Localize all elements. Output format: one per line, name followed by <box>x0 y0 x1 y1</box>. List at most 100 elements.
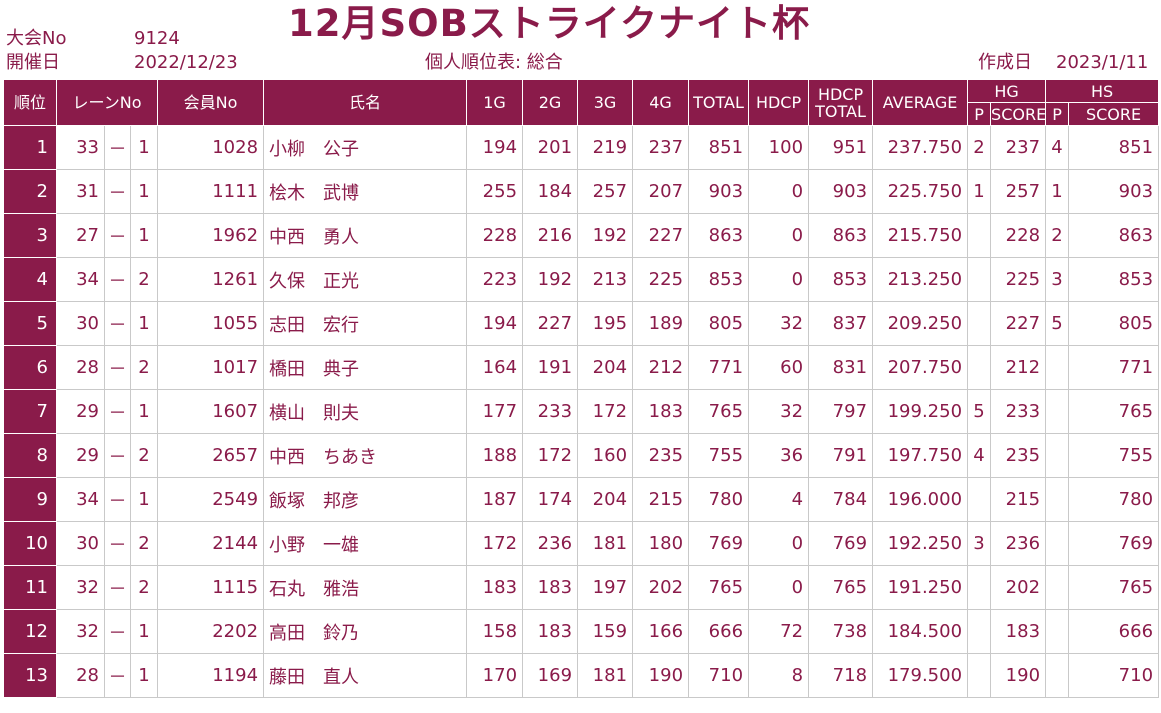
game4-cell: 225 <box>632 257 690 302</box>
average-cell: 192.250 <box>872 521 969 566</box>
hdcp-cell: 4 <box>748 477 810 522</box>
col-hs-score: SCORE <box>1068 102 1160 126</box>
hs-place-cell <box>1045 653 1070 698</box>
hdcp-cell: 8 <box>748 653 810 698</box>
col-game3: 3G <box>577 79 634 126</box>
player-name-cell: 久保 正光 <box>263 257 468 302</box>
lane-cell: 33 <box>56 125 105 170</box>
total-cell: 851 <box>688 125 750 170</box>
col-average: AVERAGE <box>872 79 969 126</box>
player-name-cell: 志田 宏行 <box>263 301 468 346</box>
total-cell: 666 <box>688 609 750 654</box>
hs-place-cell: 2 <box>1045 213 1070 258</box>
game2-cell: 233 <box>522 389 579 434</box>
game3-cell: 195 <box>577 301 634 346</box>
created-date-label: 作成日 <box>978 52 1032 73</box>
game3-cell: 204 <box>577 345 634 390</box>
hg-place-cell <box>967 301 992 346</box>
hg-place-cell <box>967 257 992 302</box>
hs-score-cell: 710 <box>1068 653 1160 698</box>
hg-place-cell: 5 <box>967 389 992 434</box>
player-name-cell: 高田 鈴乃 <box>263 609 468 654</box>
tournament-no-value: 9124 <box>134 28 180 49</box>
average-cell: 237.750 <box>872 125 969 170</box>
lane-dash: － <box>104 477 131 522</box>
lane-cell: 28 <box>56 345 105 390</box>
hs-place-cell <box>1045 521 1070 566</box>
lane-cell: 29 <box>56 389 105 434</box>
member-no-cell: 1111 <box>157 169 265 214</box>
lane-dash: － <box>104 213 131 258</box>
average-cell: 196.000 <box>872 477 969 522</box>
player-name-cell: 橋田 典子 <box>263 345 468 390</box>
hg-place-cell <box>967 609 992 654</box>
hg-place-cell <box>967 565 992 610</box>
game4-cell: 190 <box>632 653 690 698</box>
hg-score-cell: 227 <box>990 301 1047 346</box>
average-cell: 209.250 <box>872 301 969 346</box>
col-hg-p: P <box>967 102 992 126</box>
lane-dash: － <box>104 301 131 346</box>
total-cell: 771 <box>688 345 750 390</box>
table-row: 12 32 － 1 2202 高田 鈴乃 158 183 159 166 666 72 738 184.5… <box>3 609 1160 654</box>
lane-sub-cell: 2 <box>129 565 159 610</box>
lane-sub-cell: 2 <box>129 433 159 478</box>
hs-place-cell <box>1045 345 1070 390</box>
lane-dash: － <box>104 257 131 302</box>
rank-cell: 13 <box>3 653 57 698</box>
hg-score-cell: 225 <box>990 257 1047 302</box>
col-game4: 4G <box>632 79 690 126</box>
average-cell: 207.750 <box>872 345 969 390</box>
average-cell: 191.250 <box>872 565 969 610</box>
hs-place-cell <box>1045 389 1070 434</box>
hdcp-cell: 0 <box>748 521 810 566</box>
hdcp-cell: 0 <box>748 213 810 258</box>
lane-cell: 27 <box>56 213 105 258</box>
member-no-cell: 1115 <box>157 565 265 610</box>
game2-cell: 191 <box>522 345 579 390</box>
col-hg: HG <box>967 79 1047 103</box>
member-no-cell: 1017 <box>157 345 265 390</box>
rank-cell: 1 <box>3 125 57 170</box>
hs-place-cell <box>1045 609 1070 654</box>
game3-cell: 160 <box>577 433 634 478</box>
lane-sub-cell: 1 <box>129 169 159 214</box>
hdcp-total-cell: 765 <box>808 565 874 610</box>
game3-cell: 192 <box>577 213 634 258</box>
player-name-cell: 藤田 直人 <box>263 653 468 698</box>
total-cell: 765 <box>688 389 750 434</box>
game3-cell: 159 <box>577 609 634 654</box>
lane-cell: 30 <box>56 301 105 346</box>
hs-score-cell: 805 <box>1068 301 1160 346</box>
average-cell: 197.750 <box>872 433 969 478</box>
created-date-value: 2023/1/11 <box>1056 52 1149 73</box>
lane-dash: － <box>104 653 131 698</box>
hg-place-cell: 1 <box>967 169 992 214</box>
member-no-cell: 2657 <box>157 433 265 478</box>
rank-cell: 6 <box>3 345 57 390</box>
member-no-cell: 1055 <box>157 301 265 346</box>
hs-score-cell: 863 <box>1068 213 1160 258</box>
member-no-cell: 2144 <box>157 521 265 566</box>
tournament-no-label: 大会No <box>6 28 67 49</box>
game1-cell: 172 <box>466 521 524 566</box>
lane-dash: － <box>104 125 131 170</box>
lane-sub-cell: 1 <box>129 609 159 654</box>
col-hs: HS <box>1045 79 1160 103</box>
rank-cell: 10 <box>3 521 57 566</box>
hs-place-cell: 1 <box>1045 169 1070 214</box>
member-no-cell: 2549 <box>157 477 265 522</box>
table-row: 7 29 － 1 1607 横山 則夫 177 233 172 183 765 32 797 199.25… <box>3 389 1160 434</box>
col-game2: 2G <box>522 79 579 126</box>
table-row: 4 34 － 2 1261 久保 正光 223 192 213 225 853 0 853 213.250… <box>3 257 1160 302</box>
hdcp-total-cell: 903 <box>808 169 874 214</box>
hg-score-cell: 228 <box>990 213 1047 258</box>
game3-cell: 219 <box>577 125 634 170</box>
total-cell: 780 <box>688 477 750 522</box>
game4-cell: 207 <box>632 169 690 214</box>
player-name-cell: 飯塚 邦彦 <box>263 477 468 522</box>
rank-cell: 3 <box>3 213 57 258</box>
hg-place-cell <box>967 653 992 698</box>
hs-score-cell: 780 <box>1068 477 1160 522</box>
hg-score-cell: 215 <box>990 477 1047 522</box>
